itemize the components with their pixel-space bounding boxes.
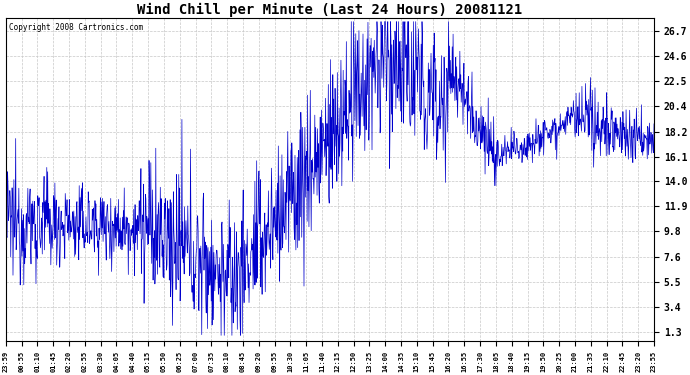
Title: Wind Chill per Minute (Last 24 Hours) 20081121: Wind Chill per Minute (Last 24 Hours) 20…	[137, 3, 522, 17]
Text: Copyright 2008 Cartronics.com: Copyright 2008 Cartronics.com	[9, 23, 143, 32]
